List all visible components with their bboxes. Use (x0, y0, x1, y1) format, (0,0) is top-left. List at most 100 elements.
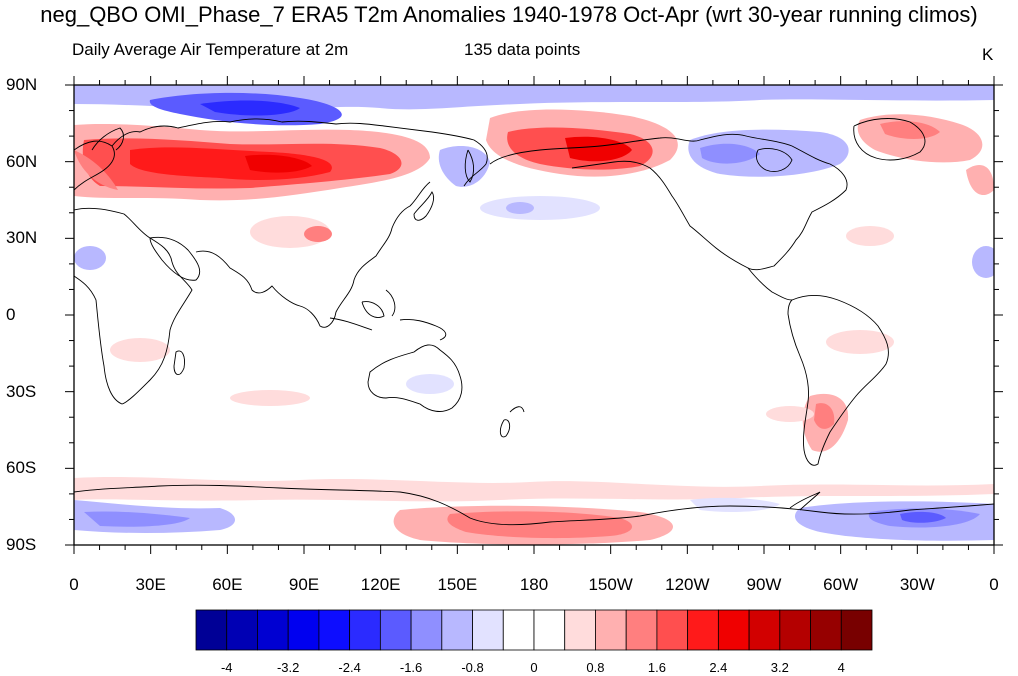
colorbar-tick-label: 1.6 (647, 660, 666, 675)
west-africa-cold (74, 246, 106, 270)
lon-label: 30E (135, 575, 166, 594)
africa-coast (74, 207, 193, 405)
colorbar-tick-label: -4 (220, 660, 233, 675)
colorbar-swatch (318, 609, 351, 651)
colorbar-tick-label: -0.8 (461, 660, 484, 675)
lon-label: 90E (288, 575, 320, 594)
colorbar-swatch (257, 609, 289, 651)
south-indian-warm (230, 390, 310, 406)
units-label: K (982, 45, 994, 64)
scandinavia-coast (91, 127, 124, 151)
lat-label: 60N (6, 151, 38, 171)
lon-label: 60W (823, 575, 859, 594)
lat-label: 90S (6, 535, 37, 554)
colorbar-tick-label: 0.8 (586, 660, 605, 675)
central-america-coast (747, 267, 793, 301)
canada-cold (688, 129, 849, 177)
lat-label: 30S (6, 381, 37, 401)
alaska-warm-core (565, 136, 632, 162)
figure-title: neg_QBO OMI_Phase_7 ERA5 T2m Anomalies 1… (40, 2, 978, 27)
greenland-warm-core (880, 121, 940, 139)
colorbar-swatch (379, 609, 412, 651)
africa-warm (110, 338, 170, 362)
colorbar-swatch (226, 609, 258, 651)
colorbar-swatch (717, 609, 750, 651)
kamchatka-coast (464, 149, 475, 183)
east-asia-cold (438, 146, 490, 187)
australia-cold (406, 374, 454, 394)
lon-label: 60E (212, 575, 243, 594)
japan-coast (413, 191, 435, 221)
new-zealand-coast (499, 406, 525, 438)
eurasia-south-coast (195, 181, 431, 328)
antarctica-pacific-warm (447, 511, 633, 539)
south-america-warm (826, 330, 894, 354)
eurasia-north-coast (74, 118, 488, 187)
lat-label: 30N (6, 228, 38, 248)
colorbar-tick-label: 4 (837, 660, 845, 675)
colorbar (195, 609, 873, 651)
australia-coast (367, 344, 463, 412)
lon-label: 30W (899, 575, 935, 594)
data-points-subtitle: 135 data points (464, 40, 581, 59)
axis-ticks (65, 76, 1003, 554)
siberia-warm-max (245, 154, 312, 173)
southern-ocean-warm-band (74, 477, 994, 502)
anomaly-field (74, 85, 994, 545)
colorbar-swatch (564, 609, 596, 651)
lon-label: 0 (69, 575, 79, 594)
north-pacific-cold-core (506, 202, 534, 214)
greenland-coast (853, 118, 926, 161)
colorbar-swatch (840, 609, 873, 651)
southern-ocean-cold-west-core (84, 511, 190, 527)
tibet-warm (304, 226, 332, 242)
lon-label: 0 (989, 575, 999, 594)
colorbar-swatch (287, 609, 320, 651)
maritime-continent (329, 289, 447, 341)
us-warm (846, 226, 894, 246)
colorbar-swatch (502, 609, 535, 651)
lon-label: 120E (360, 575, 401, 594)
lon-label: 150E (437, 575, 478, 594)
colorbar-swatch (625, 609, 658, 651)
lat-label: 0 (6, 305, 16, 324)
colorbar-swatch (472, 609, 504, 651)
arabia-coast (149, 236, 201, 281)
europe-warm (74, 150, 118, 190)
colorbar-swatch (195, 609, 228, 651)
colorbar-tick-label: 3.2 (770, 660, 789, 675)
patagonia-warm-core (814, 403, 835, 429)
lat-label: 60S (6, 458, 37, 478)
colorbar-swatch (779, 609, 811, 651)
colorbar-swatch (533, 609, 566, 651)
coastlines (74, 118, 994, 526)
europe-west-coast (74, 145, 115, 191)
lon-label: 150W (588, 575, 633, 594)
colorbar-swatch (349, 609, 381, 651)
colorbar-tick-label: -3.2 (276, 660, 300, 675)
colorbar-swatch (748, 609, 781, 651)
antarctica-coast (74, 484, 994, 526)
colorbar-tick-label: 2.4 (709, 660, 728, 675)
colorbar-tick-label: -1.6 (399, 660, 423, 675)
madagascar-coast (173, 350, 185, 375)
variable-subtitle: Daily Average Air Temperature at 2m (72, 40, 349, 59)
lon-label: 180 (519, 575, 549, 594)
colorbar-swatch (441, 609, 473, 651)
colorbar-tick-label: 0 (530, 660, 538, 675)
north-pacific-cold (480, 196, 600, 220)
southern-ocean-cold-east (690, 497, 780, 512)
lon-label: 90W (746, 575, 782, 594)
south-america-coast (787, 295, 889, 466)
colorbar-tick-label: -2.4 (338, 660, 361, 675)
arctic-ocean-cold-core (200, 100, 300, 116)
colorbar-swatch (810, 609, 842, 651)
antarctic-peninsula-coast (789, 491, 821, 511)
colorbar-swatch (410, 609, 443, 651)
weddell-cold-core (900, 511, 946, 523)
atlantic-cold (972, 246, 994, 278)
west-atlantic-warm (966, 164, 994, 196)
lat-label: 90N (6, 75, 38, 94)
colorbar-swatch (687, 609, 719, 651)
